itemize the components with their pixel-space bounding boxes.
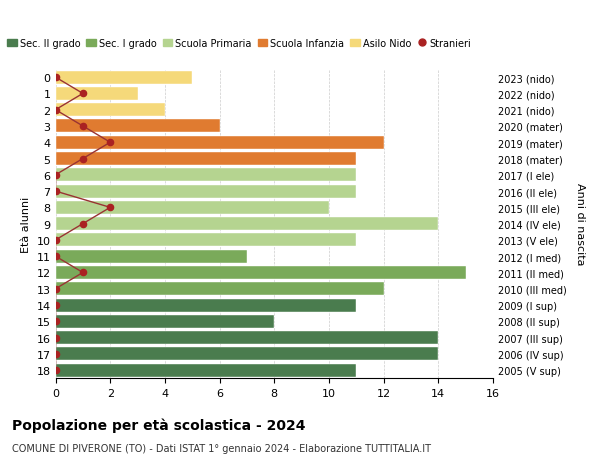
Point bbox=[51, 318, 61, 325]
Point bbox=[51, 302, 61, 309]
Point bbox=[51, 188, 61, 196]
Point bbox=[106, 204, 115, 212]
Point bbox=[51, 350, 61, 358]
Legend: Sec. II grado, Sec. I grado, Scuola Primaria, Scuola Infanzia, Asilo Nido, Stran: Sec. II grado, Sec. I grado, Scuola Prim… bbox=[4, 34, 475, 52]
Point bbox=[78, 269, 88, 276]
Bar bbox=[56, 185, 356, 198]
Text: COMUNE DI PIVERONE (TO) - Dati ISTAT 1° gennaio 2024 - Elaborazione TUTTITALIA.I: COMUNE DI PIVERONE (TO) - Dati ISTAT 1° … bbox=[12, 443, 431, 453]
Bar bbox=[56, 250, 247, 263]
Bar bbox=[56, 315, 274, 328]
Bar bbox=[56, 202, 329, 214]
Bar bbox=[56, 234, 356, 247]
Bar bbox=[56, 331, 439, 344]
Bar bbox=[56, 72, 192, 84]
Bar bbox=[56, 136, 383, 150]
Point bbox=[51, 237, 61, 244]
Bar bbox=[56, 299, 356, 312]
Point bbox=[51, 285, 61, 293]
Bar bbox=[56, 347, 439, 361]
Point bbox=[78, 220, 88, 228]
Bar bbox=[56, 104, 165, 117]
Bar bbox=[56, 120, 220, 133]
Y-axis label: Età alunni: Età alunni bbox=[21, 196, 31, 252]
Bar bbox=[56, 153, 356, 166]
Bar bbox=[56, 218, 439, 230]
Bar bbox=[56, 88, 137, 101]
Point bbox=[78, 123, 88, 130]
Point bbox=[51, 172, 61, 179]
Point bbox=[78, 156, 88, 163]
Bar bbox=[56, 169, 356, 182]
Point bbox=[78, 90, 88, 98]
Point bbox=[106, 139, 115, 146]
Point bbox=[51, 367, 61, 374]
Bar bbox=[56, 364, 356, 377]
Text: Popolazione per età scolastica - 2024: Popolazione per età scolastica - 2024 bbox=[12, 418, 305, 432]
Y-axis label: Anni di nascita: Anni di nascita bbox=[575, 183, 585, 265]
Bar bbox=[56, 283, 383, 296]
Point bbox=[51, 74, 61, 82]
Bar bbox=[56, 266, 466, 280]
Point bbox=[51, 253, 61, 260]
Point bbox=[51, 334, 61, 341]
Point bbox=[51, 107, 61, 114]
